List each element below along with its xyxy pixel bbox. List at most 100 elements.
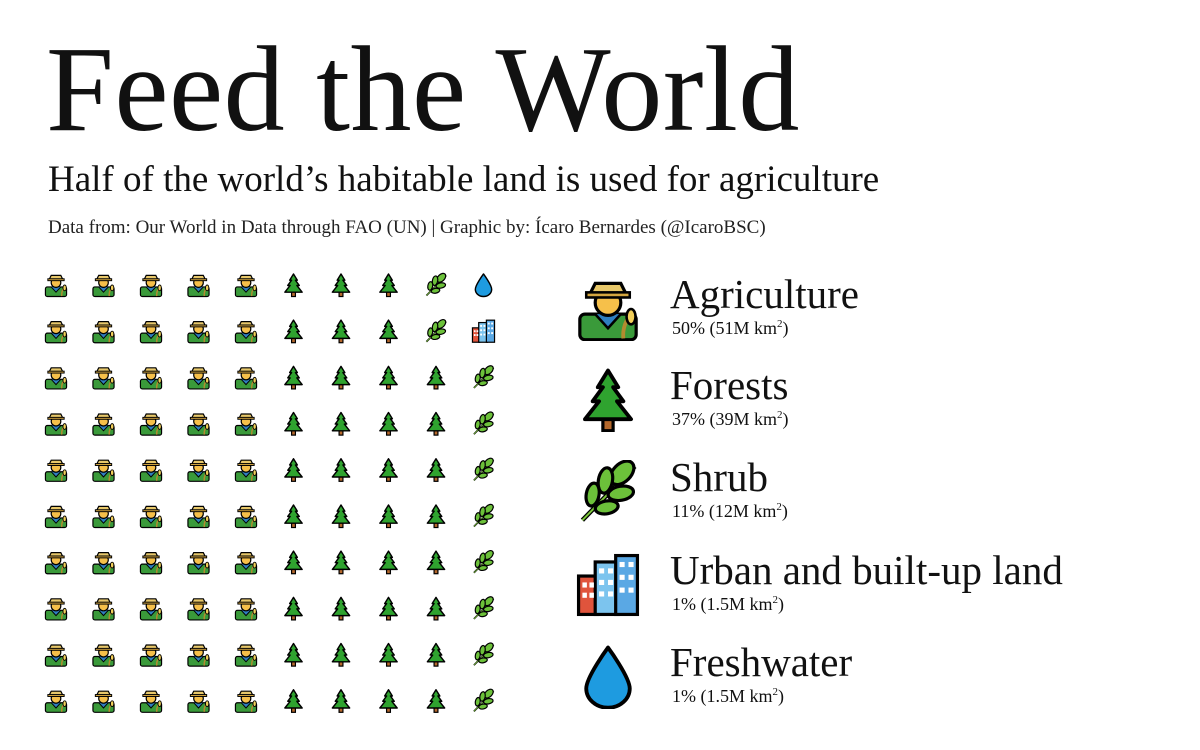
- waffle-chart: [44, 272, 496, 713]
- droplet-icon: [584, 645, 632, 709]
- waffle-unit-forests: [284, 411, 303, 436]
- tree-icon: [583, 368, 633, 432]
- waffle-unit-forests: [379, 273, 398, 298]
- waffle-unit-forests: [331, 411, 351, 436]
- legend-value-agriculture: 50% (51M km2): [672, 318, 789, 338]
- waffle-unit-agriculture: [139, 274, 163, 298]
- waffle-unit-agriculture: [139, 644, 163, 667]
- waffle-unit-agriculture: [92, 367, 115, 390]
- waffle-unit-forests: [284, 458, 303, 482]
- credits-text: Data from: Our World in Data through FAO…: [48, 217, 766, 238]
- waffle-unit-agriculture: [139, 321, 163, 344]
- waffle-unit-forests: [331, 458, 351, 482]
- waffle-unit-forests: [284, 596, 303, 621]
- waffle-unit-agriculture: [187, 459, 210, 482]
- legend-label-agriculture: Agriculture: [670, 271, 859, 317]
- legend-label-forests: Forests: [670, 362, 789, 408]
- waffle-unit-forests: [284, 273, 303, 298]
- waffle-unit-forests: [284, 365, 303, 390]
- waffle-unit-forests: [426, 504, 446, 529]
- page-title: Feed the World: [46, 22, 800, 157]
- waffle-unit-agriculture: [187, 505, 210, 529]
- waffle-unit-agriculture: [234, 598, 258, 621]
- waffle-unit-forests: [331, 319, 351, 344]
- legend-value-freshwater: 1% (1.5M km2): [672, 686, 784, 706]
- waffle-unit-shrub: [473, 365, 495, 389]
- legend-value-forests: 37% (39M km2): [672, 409, 789, 429]
- waffle-unit-forests: [379, 550, 398, 575]
- waffle-unit-agriculture: [139, 598, 163, 621]
- waffle-unit-shrub: [473, 457, 495, 481]
- waffle-unit-forests: [379, 596, 398, 621]
- waffle-unit-shrub: [425, 318, 447, 343]
- waffle-unit-agriculture: [44, 690, 68, 713]
- waffle-unit-agriculture: [44, 274, 68, 298]
- waffle-unit-shrub: [473, 642, 495, 666]
- waffle-unit-forests: [331, 642, 351, 667]
- waffle-unit-agriculture: [44, 552, 68, 575]
- waffle-unit-forests: [284, 319, 303, 344]
- waffle-unit-agriculture: [234, 690, 258, 713]
- waffle-unit-agriculture: [187, 367, 210, 390]
- waffle-unit-agriculture: [92, 598, 115, 621]
- waffle-unit-agriculture: [44, 459, 68, 482]
- waffle-unit-forests: [379, 689, 398, 713]
- waffle-unit-agriculture: [92, 505, 115, 529]
- legend-value-urban: 1% (1.5M km2): [672, 594, 784, 614]
- waffle-unit-forests: [426, 689, 446, 713]
- waffle-unit-agriculture: [234, 367, 258, 390]
- waffle-unit-agriculture: [44, 413, 68, 436]
- waffle-unit-shrub: [473, 688, 495, 712]
- waffle-unit-shrub: [473, 411, 495, 435]
- waffle-unit-forests: [426, 458, 446, 482]
- waffle-unit-agriculture: [187, 321, 210, 344]
- waffle-unit-forests: [379, 411, 398, 436]
- waffle-unit-forests: [426, 365, 446, 390]
- waffle-unit-agriculture: [92, 690, 115, 713]
- legend-label-freshwater: Freshwater: [670, 639, 853, 685]
- waffle-unit-agriculture: [92, 552, 115, 575]
- waffle-unit-shrub: [473, 596, 495, 620]
- legend-label-urban: Urban and built-up land: [670, 547, 1063, 593]
- waffle-unit-agriculture: [187, 598, 210, 621]
- waffle-unit-forests: [379, 458, 398, 482]
- waffle-unit-agriculture: [234, 644, 258, 667]
- waffle-unit-agriculture: [187, 552, 210, 575]
- page-subtitle: Half of the world’s habitable land is us…: [48, 159, 880, 200]
- legend-value-shrub: 11% (12M km2): [672, 501, 788, 521]
- waffle-unit-agriculture: [187, 274, 210, 298]
- waffle-unit-agriculture: [92, 321, 115, 344]
- waffle-unit-forests: [426, 411, 446, 436]
- waffle-unit-agriculture: [44, 505, 68, 529]
- waffle-unit-agriculture: [139, 505, 163, 529]
- waffle-unit-agriculture: [234, 274, 258, 298]
- waffle-unit-forests: [284, 550, 303, 575]
- waffle-unit-forests: [331, 273, 351, 298]
- waffle-unit-forests: [331, 504, 351, 529]
- waffle-unit-forests: [331, 550, 351, 575]
- waffle-unit-agriculture: [44, 644, 68, 667]
- waffle-unit-forests: [331, 689, 351, 713]
- waffle-unit-agriculture: [139, 367, 163, 390]
- waffle-unit-forests: [379, 365, 398, 390]
- waffle-unit-agriculture: [234, 505, 258, 529]
- farmer-icon: [578, 281, 638, 341]
- waffle-unit-agriculture: [44, 367, 68, 390]
- waffle-unit-agriculture: [92, 459, 115, 482]
- waffle-unit-agriculture: [44, 321, 68, 344]
- waffle-unit-agriculture: [92, 644, 115, 667]
- waffle-unit-forests: [379, 504, 398, 529]
- waffle-unit-forests: [284, 504, 303, 529]
- waffle-unit-forests: [426, 596, 446, 621]
- waffle-unit-agriculture: [187, 413, 210, 436]
- waffle-unit-forests: [379, 319, 398, 344]
- waffle-unit-agriculture: [92, 413, 115, 436]
- waffle-unit-agriculture: [139, 459, 163, 482]
- waffle-unit-urban: [471, 319, 496, 343]
- buildings-icon: [576, 553, 640, 617]
- waffle-unit-agriculture: [187, 690, 210, 713]
- legend-label-shrub: Shrub: [670, 454, 768, 500]
- waffle-unit-agriculture: [139, 690, 163, 713]
- waffle-unit-agriculture: [139, 413, 163, 436]
